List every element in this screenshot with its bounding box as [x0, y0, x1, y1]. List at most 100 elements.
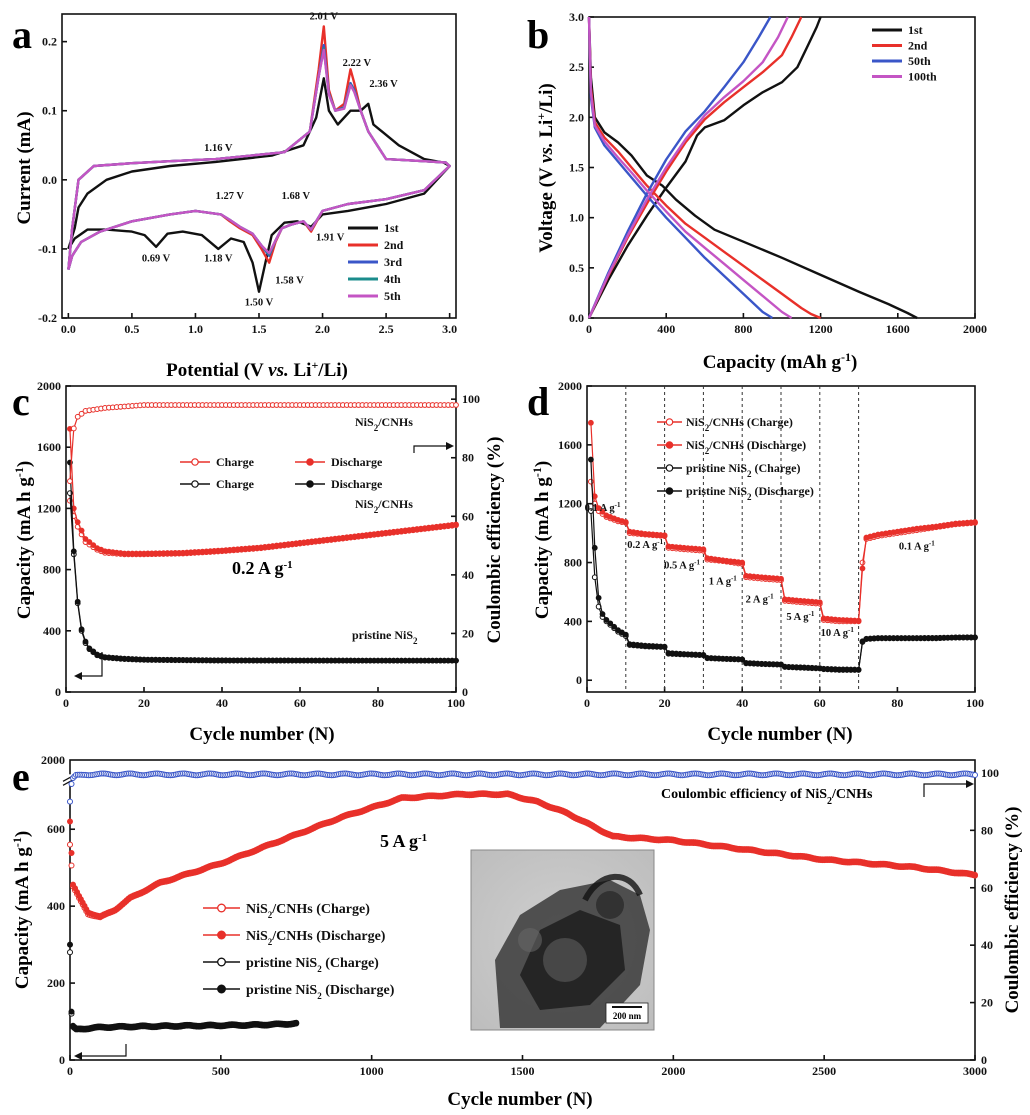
- legend-label: Discharge: [331, 455, 383, 469]
- discharge-curve-50th: [587, 16, 774, 320]
- y2-tick-label: 60: [462, 509, 474, 523]
- peak-label: 1.91 V: [316, 233, 345, 244]
- y-tick-label: 1600: [558, 438, 582, 452]
- capacity-arrowhead: [74, 1052, 82, 1060]
- text-fragment: 0.1 A g: [899, 541, 930, 552]
- text-fragment: (Charge): [752, 461, 801, 475]
- text-fragment: 2: [705, 423, 710, 433]
- series-marker-Coulombic efficiency: [74, 413, 81, 420]
- y2-tick-label: 20: [981, 996, 993, 1010]
- text-fragment: -1: [657, 538, 663, 546]
- y2-tick-label: 40: [981, 938, 993, 952]
- legend-label: NiS2/CNHs (Charge): [246, 902, 370, 920]
- series-marker-Discharge: [78, 527, 85, 534]
- series-marker-NiS2/CNHs (Charge): [68, 862, 75, 869]
- panel-c-y2label: Coulombic efficiency (%): [484, 437, 505, 644]
- panel-c: c 0 20 40 60 80 10004008001200160020000204060…: [12, 379, 505, 745]
- rate-label: 5 A g-1: [786, 610, 815, 623]
- cv-curve-5th: [67, 48, 451, 270]
- series-marker-pristine NiS2 (Discharge): [587, 456, 594, 463]
- x-tick-label: 500: [212, 1064, 230, 1078]
- series-marker-NiS2/CNHs (Discharge): [661, 532, 668, 539]
- y-tick-label: -0.1: [38, 242, 57, 256]
- x-tick-label: 2000: [963, 322, 987, 336]
- x-tick-label: 1.0: [188, 322, 203, 336]
- x-tick-label: 0: [67, 1064, 73, 1078]
- series-marker-Discharge: [74, 519, 81, 526]
- y-tick-label: 400: [564, 614, 582, 628]
- y-tick-label: 0.2: [42, 35, 57, 49]
- legend-label: 100th: [908, 70, 937, 84]
- x-tick-label: 40: [216, 696, 228, 710]
- series-marker-Coulombic efficiency of NiS2/CNHs: [972, 771, 978, 778]
- series-marker-Discharge: [70, 548, 77, 555]
- discharge-curve-100th: [587, 16, 793, 320]
- text-fragment: -1: [809, 610, 815, 618]
- capacity-arrow: [82, 652, 103, 677]
- peak-label: 0.69 V: [142, 253, 171, 264]
- series-marker-Coulombic efficiency of NiS2/CNHs: [67, 798, 73, 805]
- panel-c-ann-pristine: pristine NiS2: [352, 628, 418, 646]
- x-tick-label: 60: [294, 696, 306, 710]
- y-tick-label: 3.0: [569, 10, 584, 24]
- legend-swatch-marker: [191, 480, 199, 488]
- series-marker-Discharge: [82, 638, 89, 645]
- text-fragment: pristine NiS: [246, 956, 317, 971]
- legend-label: 50th: [908, 54, 931, 68]
- text-fragment: (Discharge): [752, 484, 814, 498]
- ce-arrow: [413, 445, 446, 453]
- series-marker-NiS2/CNHs (Discharge): [622, 519, 629, 525]
- legend-swatch-marker: [217, 903, 226, 913]
- x-tick-label: 2.0: [315, 322, 330, 336]
- y2-tick-label: 100: [462, 392, 480, 406]
- peak-label: 1.50 V: [245, 298, 274, 309]
- series-marker-pristine NiS2 (Discharge): [67, 941, 73, 948]
- y-tick-label: 2000: [37, 379, 61, 393]
- y2-tick-label: 80: [981, 823, 993, 837]
- y2-tick-label: 0: [981, 1053, 987, 1067]
- x-tick-label: 400: [657, 322, 675, 336]
- legend-label: Charge: [216, 477, 255, 491]
- text-fragment: 1 A g: [709, 577, 732, 588]
- charge-curve-2nd: [587, 16, 803, 319]
- peak-label: 2.36 V: [369, 79, 398, 90]
- y2-tick-label: 60: [981, 881, 993, 895]
- x-tick-label: 1200: [809, 322, 833, 336]
- y-tick-label: 600: [47, 822, 65, 836]
- y-tick-label: 0.0: [569, 311, 584, 325]
- charge-curve-1st: [587, 16, 822, 319]
- x-tick-label: 0.5: [124, 322, 139, 336]
- x-tick-label: 1500: [511, 1064, 535, 1078]
- y-tick-label: 400: [43, 624, 61, 638]
- legend-label: pristine NiS2 (Discharge): [686, 484, 814, 502]
- y-tick-label: -0.2: [38, 311, 57, 325]
- y-tick-label: 0: [55, 685, 61, 699]
- legend-label: 4th: [384, 272, 401, 286]
- x-tick-label: 2000: [661, 1064, 685, 1078]
- series-marker-NiS2/CNHs (Discharge): [972, 519, 978, 525]
- text-fragment: -1: [731, 575, 737, 583]
- series-marker-Coulombic efficiency: [453, 402, 459, 408]
- text-fragment: NiS: [246, 929, 268, 944]
- y-tick-label: 0.0: [42, 173, 57, 187]
- y-tick-label: 1.0: [569, 211, 584, 225]
- series-marker-NiS2/CNHs (Discharge): [599, 508, 606, 515]
- legend-swatch-marker: [306, 480, 314, 488]
- y-tick-label: 0.1: [42, 104, 57, 118]
- legend-swatch-marker: [217, 957, 226, 967]
- x-tick-label: 1600: [886, 322, 910, 336]
- text-fragment: pristine NiS: [686, 484, 747, 498]
- y-tick-label: 0.5: [569, 261, 584, 275]
- peak-label: 1.68 V: [282, 191, 311, 202]
- x-tick-label: 1.5: [252, 322, 267, 336]
- panel-a-xlabel: Potential (V vs. Li+/Li): [166, 358, 348, 381]
- text-fragment: -1: [848, 626, 854, 634]
- series-marker-Coulombic efficiency: [67, 478, 73, 485]
- series-marker-Discharge: [90, 648, 97, 655]
- legend-label: 1st: [908, 23, 923, 37]
- panel-e-ylabel: Capacity (mA h g-1): [10, 831, 33, 989]
- y-tick-label: 400: [47, 899, 65, 913]
- panel-a-plot: 0.0 0.5 1.0 1.5 2.0 2.5 3.0 -0.2 -0.1 0.0 0.1 0.2 2.…: [38, 12, 457, 336]
- x-tick-label: 60: [814, 696, 826, 710]
- series-marker-pristine NiS2 (Discharge): [599, 611, 606, 617]
